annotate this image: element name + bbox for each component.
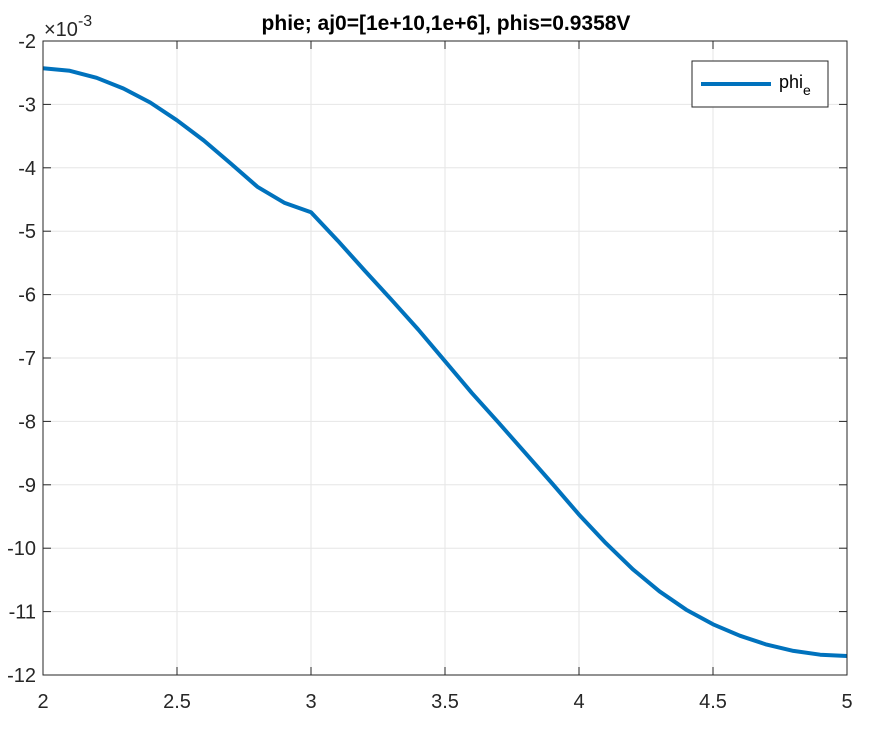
y-tick-labels: -12 -11 -10 -9 -8 -7 -6 -5 -4 -3 -2 (7, 31, 36, 687)
y-tick-label: -2 (18, 31, 36, 53)
y-tick-label: -4 (18, 158, 36, 180)
y-exponent-power: -3 (78, 13, 92, 30)
y-tick-label: -12 (7, 665, 36, 687)
y-tick-label: -8 (18, 411, 36, 433)
x-tick-label: 5 (841, 691, 852, 713)
x-tick-label: 3 (305, 691, 316, 713)
chart-title: phie; aj0=[1e+10,1e+6], phis=0.9358V (262, 12, 631, 35)
y-tick-label: -5 (18, 221, 36, 243)
y-tick-label: -6 (18, 285, 36, 307)
y-exponent-label: ×10-3 (44, 13, 92, 41)
y-tick-label: -9 (18, 475, 36, 497)
x-tick-label: 4 (573, 691, 584, 713)
svg-text:phie: phie (779, 72, 811, 98)
y-tick-label: -10 (7, 538, 36, 560)
legend: phie (691, 60, 829, 108)
tick-marks (42, 40, 848, 676)
y-tick-label: -3 (18, 94, 36, 116)
series-line-phi-e (42, 66, 848, 658)
legend-label-subscript: e (803, 82, 811, 98)
svg-text:×10-3: ×10-3 (44, 13, 92, 41)
x-tick-labels: 2 2.5 3 3.5 4 4.5 5 (37, 691, 852, 713)
series-layer (42, 66, 848, 658)
y-exponent-base: ×10 (44, 19, 78, 41)
x-tick-label: 2.5 (163, 691, 191, 713)
y-tick-label: -7 (18, 348, 36, 370)
x-tick-label: 2 (37, 691, 48, 713)
y-tick-label: -11 (9, 602, 36, 624)
legend-label: phi (779, 72, 803, 92)
x-tick-label: 4.5 (699, 691, 727, 713)
x-tick-label: 3.5 (431, 691, 459, 713)
grid (42, 40, 848, 676)
